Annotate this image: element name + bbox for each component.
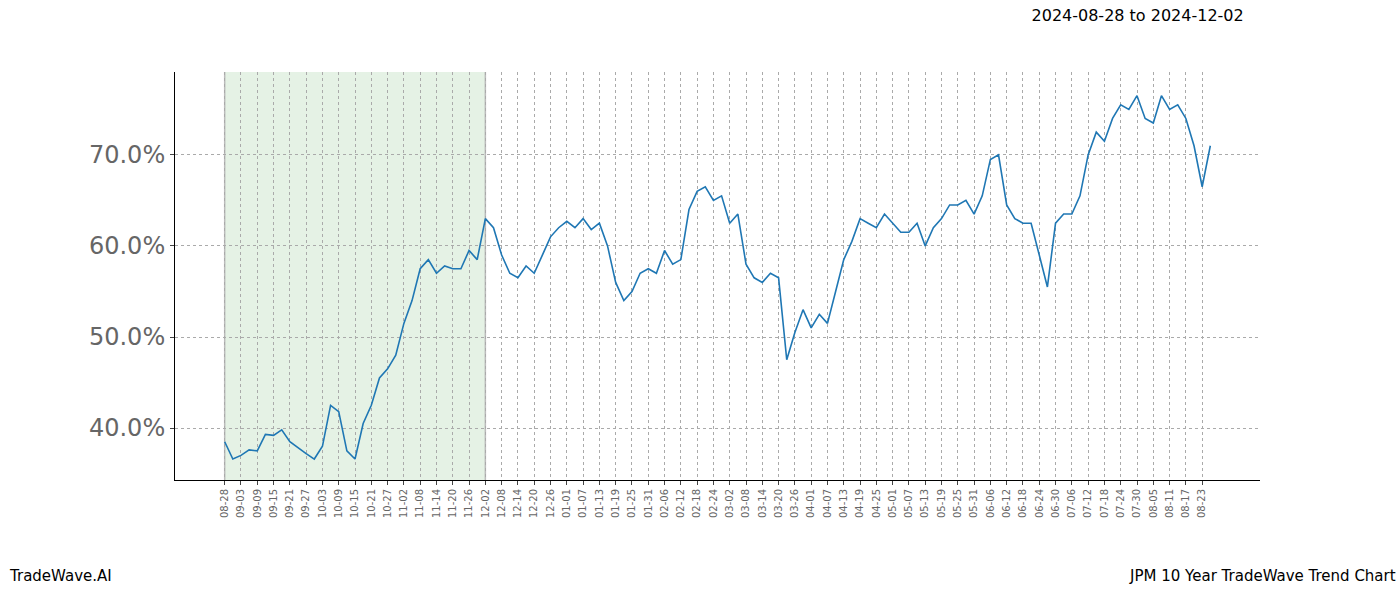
svg-text:12-26: 12-26 — [545, 489, 556, 518]
svg-text:03-20: 03-20 — [773, 489, 784, 518]
svg-text:12-14: 12-14 — [512, 489, 523, 518]
svg-text:02-18: 02-18 — [691, 489, 702, 518]
svg-text:12-02: 12-02 — [480, 489, 491, 518]
svg-text:TradeWave.AI: TradeWave.AI — [9, 567, 112, 585]
svg-text:11-26: 11-26 — [463, 489, 474, 518]
svg-text:01-25: 01-25 — [626, 489, 637, 518]
svg-text:03-02: 03-02 — [724, 489, 735, 518]
svg-text:05-31: 05-31 — [968, 489, 979, 518]
svg-text:07-12: 07-12 — [1082, 489, 1093, 518]
svg-text:07-06: 07-06 — [1066, 489, 1077, 518]
svg-text:09-21: 09-21 — [284, 489, 295, 518]
svg-text:05-19: 05-19 — [936, 489, 947, 518]
svg-text:06-12: 06-12 — [1001, 489, 1012, 518]
svg-text:JPM 10 Year TradeWave Trend Ch: JPM 10 Year TradeWave Trend Chart — [1129, 567, 1396, 585]
svg-text:04-25: 04-25 — [871, 489, 882, 518]
svg-text:07-24: 07-24 — [1115, 489, 1126, 518]
svg-text:08-17: 08-17 — [1180, 489, 1191, 518]
svg-text:07-18: 07-18 — [1099, 489, 1110, 518]
svg-text:01-01: 01-01 — [561, 489, 572, 518]
svg-text:03-08: 03-08 — [740, 489, 751, 518]
svg-text:01-31: 01-31 — [643, 489, 654, 518]
svg-text:09-09: 09-09 — [252, 489, 263, 518]
svg-text:01-13: 01-13 — [594, 489, 605, 518]
svg-text:05-07: 05-07 — [903, 489, 914, 518]
svg-text:07-30: 07-30 — [1131, 489, 1142, 518]
svg-text:12-08: 12-08 — [496, 489, 507, 518]
svg-text:05-25: 05-25 — [952, 489, 963, 518]
svg-text:03-14: 03-14 — [757, 489, 768, 518]
svg-text:09-27: 09-27 — [300, 489, 311, 518]
svg-text:04-01: 04-01 — [805, 489, 816, 518]
svg-text:06-06: 06-06 — [985, 489, 996, 518]
svg-text:05-01: 05-01 — [887, 489, 898, 518]
svg-text:10-09: 10-09 — [333, 489, 344, 518]
svg-text:40.0%: 40.0% — [89, 414, 165, 442]
svg-text:04-13: 04-13 — [838, 489, 849, 518]
svg-text:10-27: 10-27 — [382, 489, 393, 518]
svg-text:11-02: 11-02 — [398, 489, 409, 518]
svg-text:60.0%: 60.0% — [89, 232, 165, 260]
svg-text:02-12: 02-12 — [675, 489, 686, 518]
svg-text:09-15: 09-15 — [268, 489, 279, 518]
svg-text:06-24: 06-24 — [1034, 489, 1045, 518]
svg-text:03-26: 03-26 — [789, 489, 800, 518]
svg-text:05-13: 05-13 — [919, 489, 930, 518]
svg-text:08-05: 08-05 — [1148, 489, 1159, 518]
svg-text:08-11: 08-11 — [1164, 489, 1175, 518]
svg-text:70.0%: 70.0% — [89, 141, 165, 169]
svg-text:12-20: 12-20 — [528, 489, 539, 518]
svg-text:01-07: 01-07 — [577, 489, 588, 518]
svg-text:11-14: 11-14 — [431, 489, 442, 518]
svg-text:01-19: 01-19 — [610, 489, 621, 518]
svg-text:11-20: 11-20 — [447, 489, 458, 518]
svg-text:10-21: 10-21 — [366, 489, 377, 518]
svg-text:08-28: 08-28 — [219, 489, 230, 518]
svg-text:10-03: 10-03 — [317, 489, 328, 518]
svg-text:02-06: 02-06 — [659, 489, 670, 518]
svg-text:2024-08-28 to 2024-12-02: 2024-08-28 to 2024-12-02 — [1032, 6, 1244, 25]
svg-text:10-15: 10-15 — [349, 489, 360, 518]
svg-text:06-18: 06-18 — [1017, 489, 1028, 518]
svg-text:11-08: 11-08 — [414, 489, 425, 518]
svg-text:50.0%: 50.0% — [89, 323, 165, 351]
svg-text:06-30: 06-30 — [1050, 489, 1061, 518]
svg-text:04-19: 04-19 — [854, 489, 865, 518]
svg-text:08-23: 08-23 — [1196, 489, 1207, 518]
svg-text:04-07: 04-07 — [822, 489, 833, 518]
svg-text:09-03: 09-03 — [235, 489, 246, 518]
svg-text:02-24: 02-24 — [708, 489, 719, 518]
